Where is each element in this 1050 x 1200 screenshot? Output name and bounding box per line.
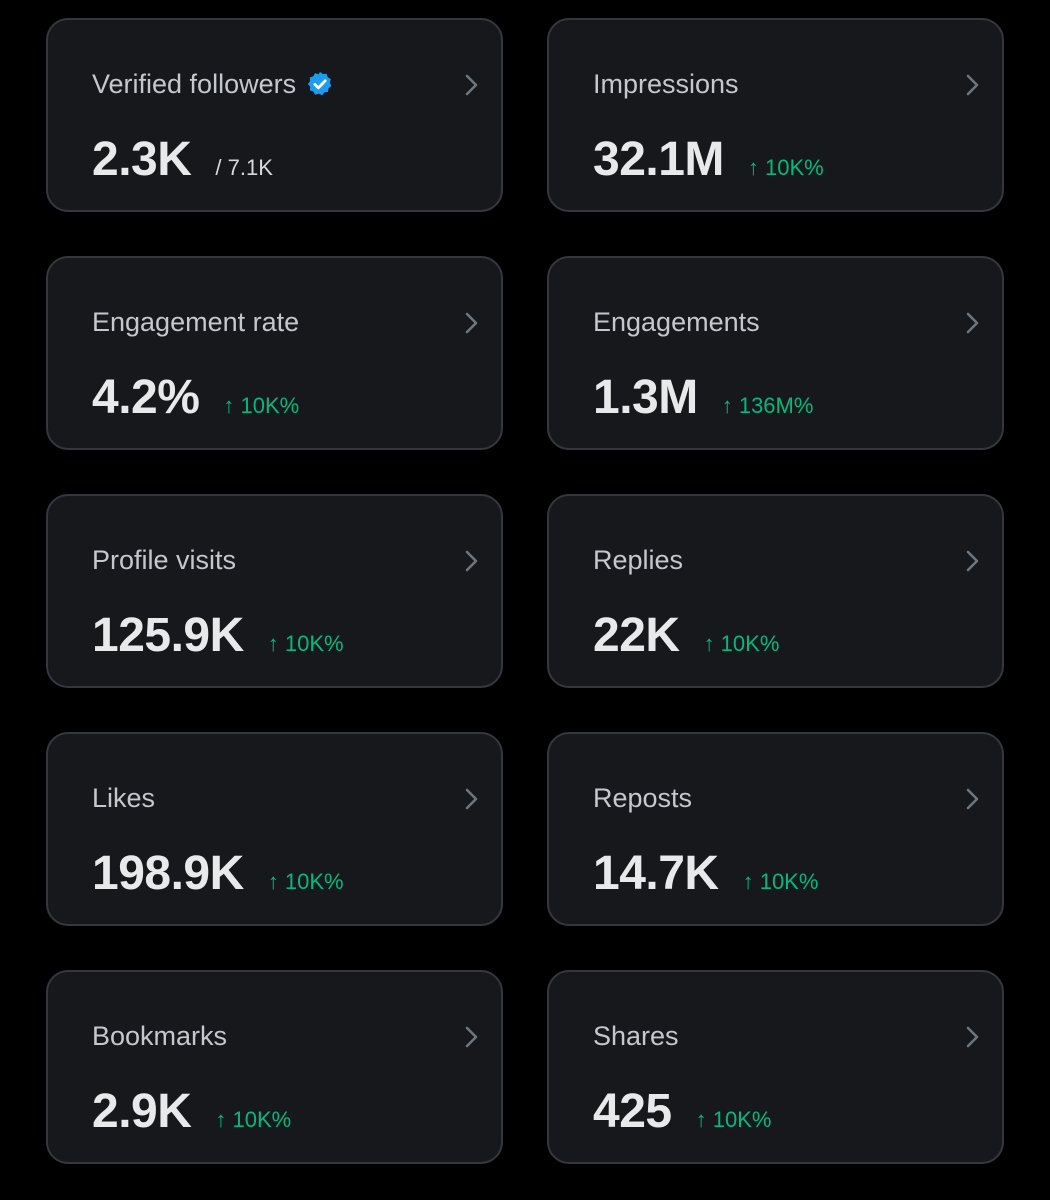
metric-value: 22K	[593, 609, 680, 662]
metric-label: Shares	[593, 1021, 679, 1051]
metric-card-engagement-rate[interactable]: Engagement rate 4.2% ↑ 10K%	[46, 256, 503, 450]
metrics-grid: Verified followers 2.3K / 7.1K Impressio…	[46, 18, 1004, 1164]
metric-card-bookmarks[interactable]: Bookmarks 2.9K ↑ 10K%	[46, 970, 503, 1164]
metric-value: 198.9K	[92, 847, 244, 900]
metric-title: Verified followers	[92, 68, 334, 100]
metric-title: Bookmarks	[92, 1020, 227, 1052]
verified-badge-icon	[307, 71, 332, 96]
metric-title: Reposts	[593, 782, 692, 814]
chevron-right-icon	[966, 550, 979, 572]
metric-title: Shares	[593, 1020, 679, 1052]
metric-value-row: 1.3M ↑ 136M%	[593, 372, 813, 424]
metric-change: ↑ 136M%	[721, 393, 814, 418]
metric-value-row: 2.3K / 7.1K	[92, 134, 273, 186]
metric-card-reposts[interactable]: Reposts 14.7K ↑ 10K%	[547, 732, 1004, 926]
metric-change: ↑ 10K%	[747, 155, 824, 180]
metric-value-row: 125.9K ↑ 10K%	[92, 610, 344, 662]
metric-title: Replies	[593, 544, 683, 576]
metric-value-row: 2.9K ↑ 10K%	[92, 1086, 291, 1138]
chevron-right-icon	[966, 1026, 979, 1048]
chevron-right-icon	[966, 74, 979, 96]
chevron-right-icon	[465, 74, 478, 96]
metric-card-profile-visits[interactable]: Profile visits 125.9K ↑ 10K%	[46, 494, 503, 688]
metric-label: Profile visits	[92, 545, 237, 575]
metric-change: ↑ 10K%	[223, 393, 300, 418]
metric-title: Profile visits	[92, 544, 236, 576]
metric-value-row: 32.1M ↑ 10K%	[593, 134, 824, 186]
metric-change: ↑ 10K%	[703, 631, 780, 656]
metric-value-row: 425 ↑ 10K%	[593, 1086, 771, 1138]
metric-label: Verified followers	[92, 69, 297, 99]
metric-value: 125.9K	[92, 609, 244, 662]
metric-label: Engagements	[593, 307, 760, 337]
metric-title: Impressions	[593, 68, 739, 100]
metric-title: Engagement rate	[92, 306, 299, 338]
metric-change: ↑ 10K%	[742, 869, 819, 894]
metric-card-impressions[interactable]: Impressions 32.1M ↑ 10K%	[547, 18, 1004, 212]
metric-value-row: 198.9K ↑ 10K%	[92, 848, 344, 900]
chevron-right-icon	[966, 788, 979, 810]
metric-card-replies[interactable]: Replies 22K ↑ 10K%	[547, 494, 1004, 688]
metric-change: ↑ 10K%	[215, 1107, 292, 1132]
chevron-right-icon	[465, 1026, 478, 1048]
metric-value-row: 14.7K ↑ 10K%	[593, 848, 818, 900]
metric-label: Impressions	[593, 69, 739, 99]
metric-card-shares[interactable]: Shares 425 ↑ 10K%	[547, 970, 1004, 1164]
metric-label: Replies	[593, 545, 684, 575]
metric-card-likes[interactable]: Likes 198.9K ↑ 10K%	[46, 732, 503, 926]
metric-label: Engagement rate	[92, 307, 300, 337]
chevron-right-icon	[465, 550, 478, 572]
metric-card-engagements[interactable]: Engagements 1.3M ↑ 136M%	[547, 256, 1004, 450]
metric-label: Reposts	[593, 783, 693, 813]
metric-value-row: 22K ↑ 10K%	[593, 610, 779, 662]
metric-value: 2.3K	[92, 133, 192, 186]
metric-value: 14.7K	[593, 847, 719, 900]
metric-value: 32.1M	[593, 133, 724, 186]
metric-change: ↑ 10K%	[267, 631, 344, 656]
metric-label: Bookmarks	[92, 1021, 228, 1051]
metric-value-row: 4.2% ↑ 10K%	[92, 372, 299, 424]
metric-total: / 7.1K	[215, 155, 273, 180]
metric-card-verified-followers[interactable]: Verified followers 2.3K / 7.1K	[46, 18, 503, 212]
metric-change: ↑ 10K%	[695, 1107, 772, 1132]
metric-label: Likes	[92, 783, 156, 813]
metric-change: ↑ 10K%	[267, 869, 344, 894]
metric-title: Engagements	[593, 306, 760, 338]
chevron-right-icon	[966, 312, 979, 334]
metric-value: 425	[593, 1085, 672, 1138]
chevron-right-icon	[465, 788, 478, 810]
metric-value: 1.3M	[593, 371, 698, 424]
metric-value: 4.2%	[92, 371, 200, 424]
metric-value: 2.9K	[92, 1085, 192, 1138]
metric-title: Likes	[92, 782, 155, 814]
chevron-right-icon	[465, 312, 478, 334]
